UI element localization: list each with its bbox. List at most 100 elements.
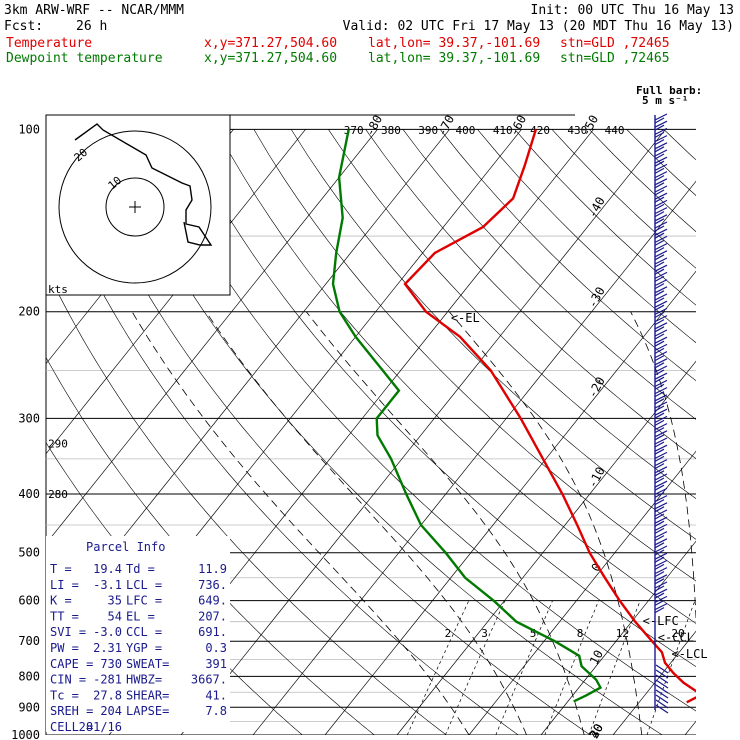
hodograph: 10 20 kts — [45, 114, 231, 296]
wind-barb — [654, 268, 665, 275]
sounding-series — [331, 129, 696, 704]
hodograph-ring-inner — [105, 177, 165, 237]
wind-barb — [654, 545, 668, 553]
wind-barb — [654, 293, 668, 301]
wind-barb — [654, 261, 665, 268]
mixing-ratio-label: 20 — [671, 627, 684, 640]
pressure-tick-label: 1000 — [11, 728, 40, 740]
wind-barb — [654, 131, 665, 138]
hodograph-frame — [45, 114, 231, 296]
parcel-info-box — [46, 536, 230, 732]
wind-barb — [654, 379, 668, 387]
wind-barb — [654, 326, 665, 333]
wind-barb-low — [655, 679, 669, 689]
legend-dewpoint-stn: stn=GLD ,72465 — [560, 51, 670, 66]
parcel-cell: 11.9 — [198, 562, 227, 576]
dry-adiabat — [141, 129, 696, 712]
parcel-cell: 691. — [198, 625, 227, 639]
parcel-cell: PW = — [50, 641, 79, 655]
theta-label: 280 — [48, 488, 68, 501]
wind-barb — [654, 340, 665, 347]
wind-barb — [654, 355, 665, 362]
hodograph-title: kts — [48, 283, 68, 296]
wind-barb — [654, 369, 665, 376]
wind-barb — [654, 578, 665, 585]
level-annotation: <-LCL — [671, 647, 707, 661]
wind-barb — [654, 394, 668, 402]
parcel-cell: YGP = — [126, 641, 162, 655]
wind-barb — [654, 516, 668, 524]
mixing-ratio-label: 5 — [530, 627, 537, 640]
isotherm — [180, 129, 666, 735]
parcel-cell: CAPE = — [50, 657, 93, 671]
dry-adiabat — [365, 129, 696, 460]
parcel-cell: 7.8 — [205, 704, 227, 718]
wind-barb — [654, 531, 668, 539]
wind-barb — [654, 171, 668, 179]
wind-barb — [654, 495, 668, 503]
hodograph-ring-outer — [58, 130, 212, 284]
dry-adiabat — [216, 129, 696, 624]
parcel-cell: 35 — [108, 594, 122, 608]
wind-barb — [654, 444, 668, 452]
wind-barb — [654, 502, 668, 510]
parcel-cell: CCL = — [126, 625, 162, 639]
wind-barb — [654, 423, 668, 431]
wind-barb — [654, 574, 668, 582]
wind-barb — [654, 441, 665, 448]
parcel-cell: 3667. — [191, 673, 227, 687]
legend-temperature-stn: stn=GLD ,72465 — [560, 36, 670, 51]
wind-barb — [654, 430, 668, 438]
wind-barb — [654, 127, 668, 135]
parcel-cell: CIN = — [50, 673, 86, 687]
wind-barb — [654, 283, 665, 290]
wind-barb — [654, 315, 668, 323]
parcel-info: Parcel Info T = 19.4 Td = 11.9 LI = -3.1 LCL =… — [46, 536, 230, 734]
wind-barb — [654, 297, 665, 304]
dry-adiabat — [46, 267, 447, 735]
dry-adiabat — [402, 129, 696, 420]
forecast-label: Fcst: — [4, 19, 43, 34]
wind-barb — [654, 552, 668, 560]
wind-barb — [654, 391, 665, 398]
wind-barb — [654, 300, 668, 308]
wind-barb — [654, 365, 668, 373]
wind-barb — [654, 247, 665, 254]
theta-label: 410 — [493, 124, 513, 137]
wind-barb — [654, 167, 665, 174]
parcel-cell: 41. — [205, 688, 227, 702]
wind-barb — [654, 419, 665, 426]
wind-barb — [654, 506, 665, 513]
wind-barb — [654, 178, 668, 186]
pressure-tick-label: 800 — [18, 669, 40, 683]
dry-adiabat — [104, 129, 663, 735]
wind-barb — [654, 581, 668, 589]
legend-temperature-name: Temperature — [6, 36, 92, 51]
parcel-cell: 736. — [198, 578, 227, 592]
wind-barb — [654, 175, 665, 182]
wind-barb — [654, 387, 668, 395]
wind-barbs — [654, 113, 669, 714]
parcel-cell: TT = — [50, 609, 79, 623]
wind-barb — [654, 487, 668, 495]
temperature-line — [403, 129, 696, 704]
wind-barb — [654, 203, 665, 210]
theta-label: 430 — [567, 124, 587, 137]
wind-barb — [654, 156, 668, 164]
pressure-tick-label: 700 — [18, 634, 40, 648]
wind-barb — [654, 603, 668, 611]
wind-barb — [654, 211, 665, 218]
wind-barb — [654, 286, 668, 294]
dry-adiabat — [67, 129, 591, 735]
wind-barb — [654, 408, 668, 416]
wind-barb — [654, 163, 668, 171]
wind-barb — [654, 427, 665, 434]
dry-adiabat — [439, 129, 696, 382]
wind-barb — [654, 117, 665, 124]
wind-barb — [654, 567, 668, 575]
temperature-tick-label: 30 — [587, 721, 606, 740]
wind-barb — [654, 571, 665, 578]
wind-barb — [654, 235, 668, 243]
level-annotation: <-LFC — [643, 614, 679, 628]
parcel-cell: LFC = — [126, 594, 162, 608]
